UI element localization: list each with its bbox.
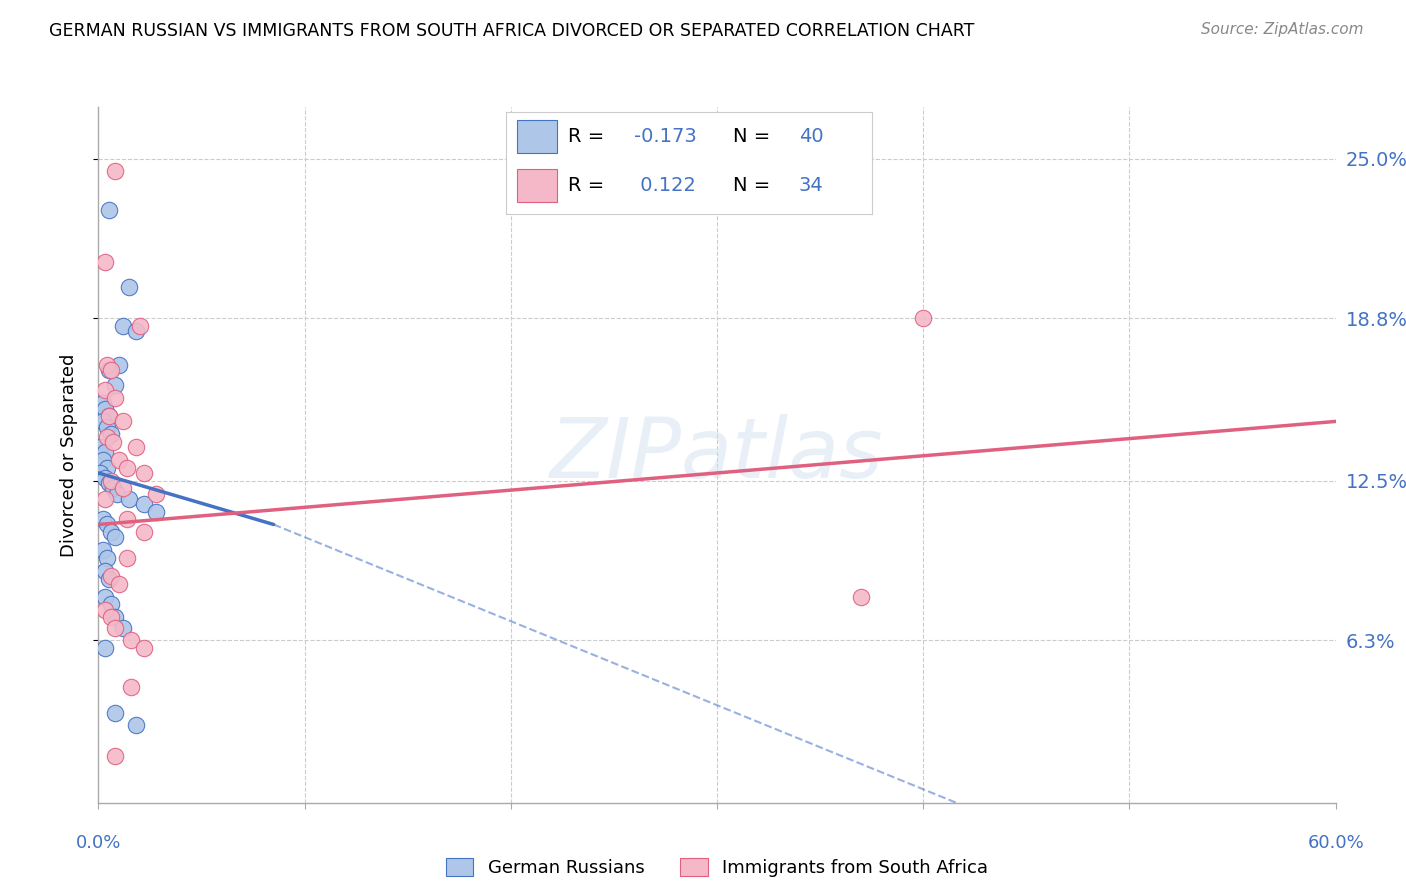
Point — [100, 363, 122, 377]
Point — [112, 482, 135, 496]
Point — [97, 572, 120, 586]
Point — [97, 409, 120, 424]
Point — [93, 471, 115, 485]
Point — [104, 621, 127, 635]
Point — [112, 414, 135, 428]
Text: 40: 40 — [799, 127, 824, 145]
Point — [145, 505, 167, 519]
Point — [91, 453, 114, 467]
Point — [89, 440, 111, 454]
Point — [120, 633, 142, 648]
Point — [96, 358, 118, 372]
Point — [100, 569, 122, 583]
Point — [105, 486, 128, 500]
Point — [100, 598, 122, 612]
Point — [93, 254, 115, 268]
Point — [91, 543, 114, 558]
Point — [100, 610, 122, 624]
Point — [97, 363, 120, 377]
Text: N =: N = — [733, 176, 776, 194]
Text: R =: R = — [568, 127, 610, 145]
Point — [118, 491, 141, 506]
Point — [93, 491, 115, 506]
Point — [104, 706, 127, 720]
Text: -0.173: -0.173 — [634, 127, 697, 145]
Point — [91, 396, 114, 410]
Text: 60.0%: 60.0% — [1308, 834, 1364, 852]
Text: 34: 34 — [799, 176, 824, 194]
Point — [93, 401, 115, 416]
Point — [96, 460, 118, 475]
Point — [96, 517, 118, 532]
Point — [96, 419, 118, 434]
Point — [104, 391, 127, 405]
Point — [112, 319, 135, 334]
Point — [108, 576, 131, 591]
Point — [104, 378, 127, 392]
Point — [100, 427, 122, 442]
Point — [100, 525, 122, 540]
Text: N =: N = — [733, 127, 776, 145]
Point — [128, 319, 150, 334]
Point — [912, 311, 935, 326]
Point — [145, 486, 167, 500]
Point — [93, 445, 115, 459]
Y-axis label: Divorced or Separated: Divorced or Separated — [59, 353, 77, 557]
Point — [108, 453, 131, 467]
Point — [96, 551, 118, 566]
Point — [93, 384, 115, 398]
Point — [93, 641, 115, 656]
Bar — [517, 120, 557, 153]
Point — [93, 590, 115, 604]
Point — [91, 414, 114, 428]
Point — [851, 590, 873, 604]
Point — [93, 564, 115, 578]
Text: 0.0%: 0.0% — [76, 834, 121, 852]
Point — [104, 610, 127, 624]
Text: ZIPatlas: ZIPatlas — [550, 415, 884, 495]
Point — [89, 466, 111, 480]
Point — [124, 440, 146, 454]
Point — [104, 164, 127, 178]
Point — [132, 641, 155, 656]
Legend: German Russians, Immigrants from South Africa: German Russians, Immigrants from South A… — [439, 850, 995, 884]
Point — [91, 512, 114, 526]
Point — [132, 466, 155, 480]
Point — [97, 203, 120, 218]
Point — [132, 497, 155, 511]
Point — [112, 621, 135, 635]
Text: R =: R = — [568, 176, 610, 194]
Text: Source: ZipAtlas.com: Source: ZipAtlas.com — [1201, 22, 1364, 37]
Point — [108, 358, 131, 372]
Point — [97, 409, 120, 424]
Bar — [517, 169, 557, 202]
Text: GERMAN RUSSIAN VS IMMIGRANTS FROM SOUTH AFRICA DIVORCED OR SEPARATED CORRELATION: GERMAN RUSSIAN VS IMMIGRANTS FROM SOUTH … — [49, 22, 974, 40]
Point — [117, 460, 139, 475]
Point — [118, 280, 141, 294]
Point — [104, 749, 127, 764]
Point — [117, 512, 139, 526]
Point — [97, 476, 120, 491]
Point — [101, 435, 124, 450]
Text: 0.122: 0.122 — [634, 176, 696, 194]
Point — [101, 482, 124, 496]
Point — [132, 525, 155, 540]
Point — [124, 718, 146, 732]
Point — [93, 602, 115, 616]
Point — [124, 324, 146, 338]
Point — [120, 680, 142, 694]
Point — [100, 474, 122, 488]
Point — [96, 430, 118, 444]
Point — [117, 551, 139, 566]
Point — [104, 530, 127, 544]
